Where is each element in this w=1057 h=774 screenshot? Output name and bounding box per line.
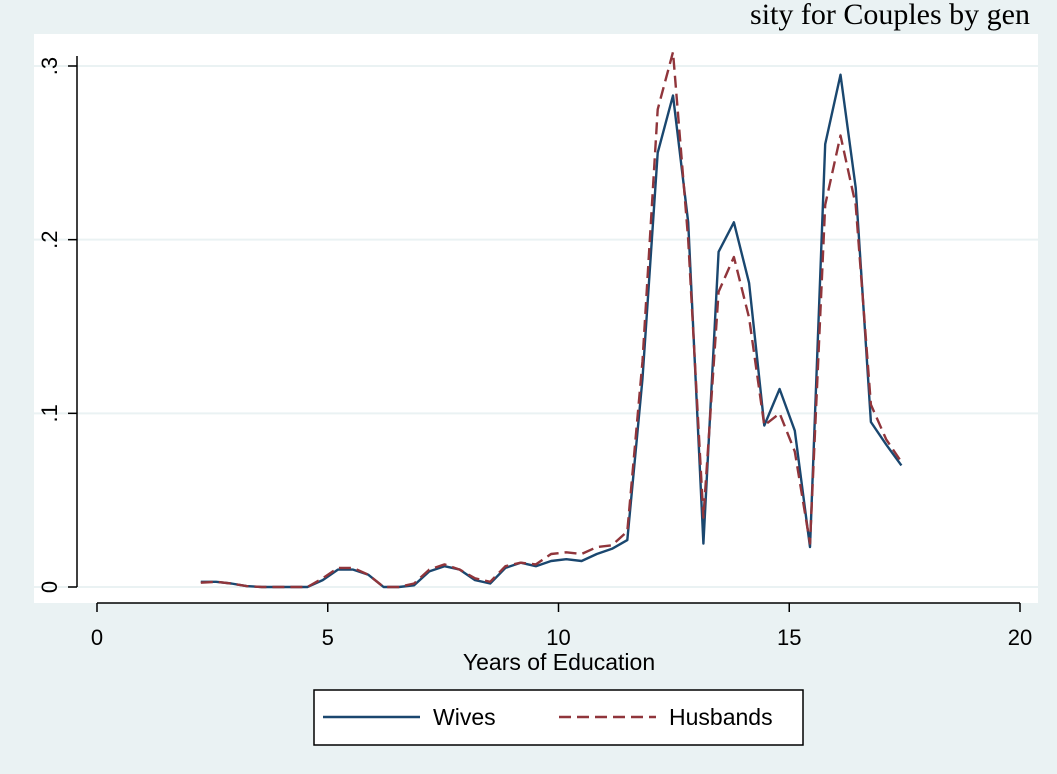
x-tick-label-3: 15 [777,625,801,650]
legend-label-wives: Wives [433,704,496,730]
legend-label-husbands: Husbands [669,704,773,730]
axes: 0 .1 .2 .3 0 5 10 15 20 [37,56,1032,650]
y-tick-label-0: 0 [37,581,62,593]
chart-title: sity for Couples by gen [750,0,1030,31]
x-tick-label-2: 10 [546,625,570,650]
legend: Wives Husbands [313,689,804,746]
plot-area [34,34,1038,603]
x-tick-label-0: 0 [91,625,103,650]
series-lines [200,50,903,589]
y-tick-label-3: .3 [37,57,62,75]
y-tick-label-2: .2 [37,230,62,248]
grid-lines [34,65,1038,588]
series-line-husbands [200,50,903,589]
x-axis-title: Years of Education [463,649,655,675]
y-tick-label-1: .1 [37,404,62,422]
x-tick-label-4: 20 [1008,625,1032,650]
x-tick-label-1: 5 [322,625,334,650]
